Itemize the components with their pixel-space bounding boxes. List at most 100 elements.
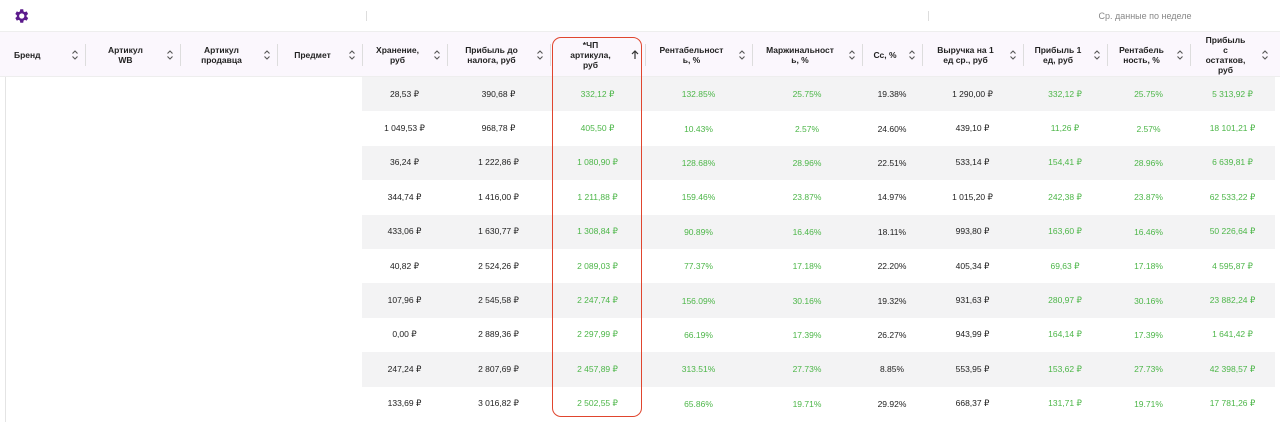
table-cell: 280,97 ₽ <box>1048 295 1082 306</box>
table-cell: 18 101,21 ₽ <box>1209 123 1256 134</box>
table-cell: 2 889,36 ₽ <box>478 329 519 340</box>
table-cell: 164,14 ₽ <box>1048 329 1082 340</box>
column-header[interactable]: Хранение, руб <box>376 44 419 65</box>
column-divider <box>1023 44 1024 66</box>
table-cell: 30.16% <box>1134 295 1163 306</box>
table-cell: 65.86% <box>684 398 713 409</box>
column-header[interactable]: Прибыль до налога, руб <box>465 44 518 65</box>
table-cell: 344,74 ₽ <box>387 191 422 202</box>
table-cell: 553,95 ₽ <box>955 363 990 374</box>
column-divider <box>180 44 181 66</box>
table-cell: 22.51% <box>877 157 907 168</box>
column-header[interactable]: Бренд <box>14 49 41 60</box>
table-cell: 107,96 ₽ <box>387 295 422 306</box>
table-cell: 247,24 ₽ <box>387 363 422 374</box>
table-cell: 23.87% <box>1134 192 1163 203</box>
column-divider <box>645 44 646 66</box>
table-cell: 433,06 ₽ <box>387 226 422 237</box>
table-cell: 77.37% <box>684 261 713 272</box>
settings-icon[interactable] <box>12 7 30 25</box>
table-cell: 132.85% <box>681 89 716 100</box>
sort-icon[interactable] <box>908 50 916 60</box>
sort-icon[interactable] <box>433 50 441 60</box>
table-cell: 19.38% <box>877 89 907 100</box>
column-header[interactable]: Прибыль с остатков, руб <box>1205 34 1246 75</box>
column-header[interactable]: Артикул WB <box>108 44 143 65</box>
table-cell: 2 457,89 ₽ <box>577 363 618 374</box>
table-cell: 1 015,20 ₽ <box>952 191 993 202</box>
column-header[interactable]: Артикул продавца <box>201 44 242 65</box>
table-cell: 66.19% <box>684 329 713 340</box>
sort-icon[interactable] <box>848 50 856 60</box>
column-header[interactable]: Предмет <box>294 49 331 60</box>
sort-icon[interactable] <box>738 50 746 60</box>
table-cell: 62 533,22 ₽ <box>1209 191 1256 202</box>
sort-icon[interactable] <box>71 50 79 60</box>
table-cell: 27.73% <box>792 364 822 375</box>
table-cell: 40,82 ₽ <box>389 260 420 271</box>
table-cell: 17.18% <box>1134 261 1163 272</box>
table-cell: 5 313,92 ₽ <box>1212 88 1253 99</box>
sort-icon[interactable] <box>348 50 356 60</box>
table-cell: 128.68% <box>681 157 716 168</box>
table-cell: 6 639,81 ₽ <box>1212 157 1253 168</box>
table-cell: 2 545,58 ₽ <box>478 295 519 306</box>
table-cell: 2.57% <box>1136 123 1161 134</box>
table-cell: 390,68 ₽ <box>481 88 516 99</box>
table-cell: 17 781,26 ₽ <box>1209 398 1256 409</box>
column-header[interactable]: Выручка на 1 ед ср., руб <box>937 44 994 65</box>
table-cell: 156.09% <box>681 295 716 306</box>
table-cell: 36,24 ₽ <box>389 157 420 168</box>
column-header[interactable]: Прибыль 1 ед, руб <box>1034 44 1082 65</box>
table-cell: 668,37 ₽ <box>955 398 990 409</box>
table-cell: 159.46% <box>681 192 716 203</box>
table-cell: 133,69 ₽ <box>387 398 422 409</box>
column-header[interactable]: Рентабель ность, % <box>1119 44 1164 65</box>
table-cell: 2 297,99 ₽ <box>577 329 618 340</box>
table-cell: 2 524,26 ₽ <box>478 260 519 271</box>
sort-icon[interactable] <box>1261 50 1269 60</box>
row-background <box>362 214 1275 249</box>
sort-icon[interactable] <box>263 50 271 60</box>
column-header[interactable]: *ЧП артикула, руб <box>570 39 611 70</box>
table-cell: 332,12 ₽ <box>1048 88 1082 99</box>
table-cell: 2 502,55 ₽ <box>577 398 618 409</box>
table-cell: 1 308,84 ₽ <box>577 226 618 237</box>
table-cell: 1 416,00 ₽ <box>478 191 519 202</box>
column-divider <box>862 44 863 66</box>
column-header[interactable]: Маржинальност ь, % <box>766 44 834 65</box>
table-cell: 1 641,42 ₽ <box>1212 329 1253 340</box>
column-divider <box>752 44 753 66</box>
sort-icon[interactable] <box>1009 50 1017 60</box>
divider <box>928 11 929 21</box>
table-cell: 90.89% <box>684 226 713 237</box>
table-cell: 22.20% <box>877 261 907 272</box>
sort-icon[interactable] <box>631 50 639 60</box>
table-cell: 313.51% <box>681 364 716 375</box>
table-cell: 1 049,53 ₽ <box>384 123 425 134</box>
table-cell: 154,41 ₽ <box>1048 157 1082 168</box>
table-cell: 968,78 ₽ <box>481 123 516 134</box>
sort-icon[interactable] <box>536 50 544 60</box>
table-cell: 25.75% <box>792 89 822 100</box>
table-cell: 19.71% <box>1134 398 1163 409</box>
column-divider <box>362 44 363 66</box>
table-cell: 18.11% <box>877 226 907 237</box>
sort-icon[interactable] <box>1093 50 1101 60</box>
sort-icon[interactable] <box>1176 50 1184 60</box>
table-cell: 1 080,90 ₽ <box>577 157 618 168</box>
column-header[interactable]: Рентабельност ь, % <box>659 44 724 65</box>
column-header[interactable]: Сс, % <box>873 49 897 60</box>
sort-icon[interactable] <box>166 50 174 60</box>
table-cell: 405,50 ₽ <box>580 123 615 134</box>
table-cell: 993,80 ₽ <box>955 226 990 237</box>
table-cell: 26.27% <box>877 329 907 340</box>
table-cell: 1 630,77 ₽ <box>478 226 519 237</box>
divider <box>366 11 367 21</box>
column-divider <box>277 44 278 66</box>
table-cell: 3 016,82 ₽ <box>478 398 519 409</box>
table-cell: 25.75% <box>1134 89 1163 100</box>
table-cell: 405,34 ₽ <box>955 260 990 271</box>
table-cell: 332,12 ₽ <box>580 88 615 99</box>
